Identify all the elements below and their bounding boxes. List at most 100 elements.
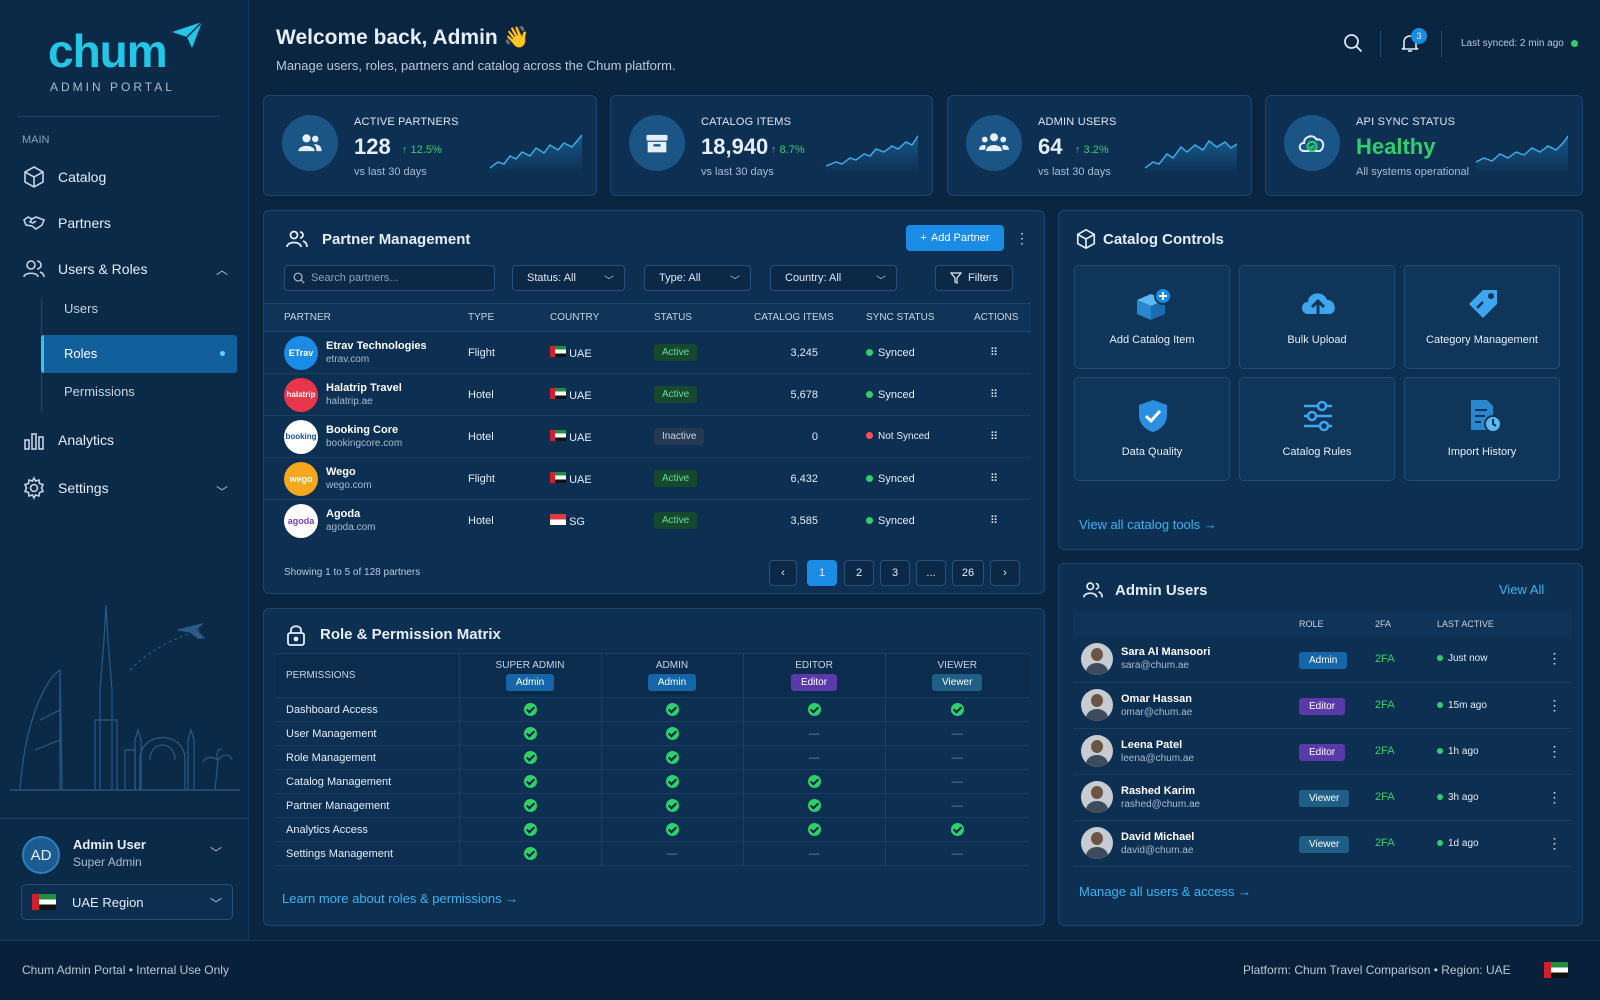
table-row[interactable]: Omar Hassan omar@chum.ae Editor 2FA 15m ago ⋮ [1073,682,1572,729]
table-row[interactable]: agoda Agoda agoda.com Hotel SG Active 3,58… [264,500,1031,542]
table-row[interactable]: booking Booking Core bookingcore.com Hotel… [264,415,1031,458]
table-row[interactable]: Leena Patel leena@chum.ae Editor 2FA 1h ago ⋮ [1073,728,1572,775]
stat-card-partners[interactable]: ACTIVE PARTNERS 128 ↑ 12.5% vs last 30 d… [263,95,597,196]
row-actions-icon[interactable]: ⠿ [954,415,1031,458]
permission-granted-icon[interactable] [458,817,601,842]
learn-more-link[interactable]: Learn more about roles & permissions → [282,891,518,906]
permission-granted-icon[interactable] [600,745,743,770]
region-select[interactable]: UAE Region ﹀ [21,884,233,920]
add-partner-button[interactable]: + Add Partner [906,225,1004,251]
nav-catalog[interactable]: Catalog [22,165,106,189]
permission-granted-icon[interactable] [458,745,601,770]
more-options-icon[interactable]: ⋮ [1537,636,1572,683]
permission-denied[interactable]: — [742,721,885,746]
more-options-icon[interactable]: ⋮ [1537,820,1572,867]
subnav-roles[interactable]: Roles [64,346,98,361]
more-options-icon[interactable]: ⋮ [1537,774,1572,821]
next-page-button[interactable]: › [990,560,1020,586]
country-filter[interactable]: Country: All ﹀ [770,265,897,291]
row-actions-icon[interactable]: ⠿ [954,373,1031,416]
row-actions-icon[interactable]: ⠿ [954,457,1031,500]
logo[interactable]: chum [48,28,168,74]
permission-granted-icon[interactable] [742,769,885,794]
search-icon[interactable] [1343,33,1363,53]
permission-denied[interactable]: — [884,721,1029,746]
permission-granted-icon[interactable] [884,697,1029,722]
permission-granted-icon[interactable] [742,817,885,842]
permission-denied[interactable]: — [884,793,1029,818]
filters-button[interactable]: Filters [935,265,1013,291]
category-management-tile[interactable]: Category Management [1404,265,1560,369]
import-history-tile[interactable]: Import History [1404,377,1560,481]
view-all-catalog-tools-link[interactable]: View all catalog tools → [1079,517,1217,532]
table-row[interactable]: ETrav Etrav Technologies etrav.com Flight … [264,331,1031,374]
page-button-2[interactable]: 2 [844,560,874,586]
type-filter[interactable]: Type: All ﹀ [644,265,751,291]
search-input[interactable]: Search partners... [284,265,495,291]
add-catalog-item-tile[interactable]: Add Catalog Item [1074,265,1230,369]
permission-granted-icon[interactable] [458,697,601,722]
column-header[interactable]: CATALOG ITEMS [734,303,846,332]
column-header[interactable]: COUNTRY [530,303,634,332]
permission-granted-icon[interactable] [600,769,743,794]
nav-settings[interactable]: Settings [22,476,109,500]
page-button-26[interactable]: 26 [952,560,984,586]
more-options-icon[interactable]: ⋮ [1537,682,1572,729]
permission-granted-icon[interactable] [742,697,885,722]
chevron-down-icon[interactable]: ﹀ [210,846,223,860]
stat-card-api-sync[interactable]: API SYNC STATUS Healthy All systems oper… [1265,95,1583,196]
permission-granted-icon[interactable] [600,721,743,746]
column-header[interactable]: 2FA [1375,612,1437,636]
data-quality-tile[interactable]: Data Quality [1074,377,1230,481]
permission-denied[interactable]: — [884,841,1029,866]
permission-denied[interactable]: — [884,769,1029,794]
table-row[interactable]: Sara Al Mansoori sara@chum.ae Admin 2FA Just… [1073,636,1572,683]
permission-granted-icon[interactable] [458,841,601,866]
row-actions-icon[interactable]: ⠿ [990,515,999,528]
column-header[interactable]: ROLE [1299,612,1375,636]
subnav-permissions[interactable]: Permissions [64,384,135,399]
permission-granted-icon[interactable] [884,817,1029,842]
nav-analytics[interactable]: Analytics [22,428,114,452]
bulk-upload-tile[interactable]: Bulk Upload [1239,265,1395,369]
stat-card-admins[interactable]: ADMIN USERS 64 ↑ 3.2% vs last 30 days [947,95,1252,196]
catalog-rules-tile[interactable]: Catalog Rules [1239,377,1395,481]
permission-granted-icon[interactable] [458,721,601,746]
prev-page-button[interactable]: ‹ [769,560,797,586]
more-options-icon[interactable]: ⋮ [1537,728,1572,775]
subnav-roles-active[interactable] [41,335,237,373]
permission-denied[interactable]: — [742,841,885,866]
table-row[interactable]: halatrip Halatrip Travel halatrip.ae Hotel… [264,373,1031,416]
column-header[interactable]: TYPE [448,303,530,332]
permission-granted-icon[interactable] [742,793,885,818]
column-header[interactable]: STATUS [634,303,734,332]
avatar[interactable]: AD [22,836,60,874]
page-button-3[interactable]: 3 [880,560,910,586]
chevron-down-icon[interactable]: ﹀ [216,485,229,499]
chevron-up-icon[interactable]: ︿ [216,263,229,277]
view-all-admins-link[interactable]: View All [1499,582,1545,597]
row-actions-icon[interactable]: ⠿ [954,331,1031,374]
permission-denied[interactable]: — [742,745,885,770]
permission-granted-icon[interactable] [600,817,743,842]
manage-users-link[interactable]: Manage all users & access → [1079,884,1251,899]
stat-card-catalog[interactable]: CATALOG ITEMS 18,940 ↑ 8.7% vs last 30 d… [610,95,933,196]
status-filter[interactable]: Status: All ﹀ [512,265,625,291]
column-header[interactable]: ACTIONS [954,303,1031,332]
more-options-icon[interactable]: ⋮ [1015,230,1029,246]
table-row[interactable]: Rashed Karim rashed@chum.ae Viewer 2FA 3h ag… [1073,774,1572,821]
subnav-users[interactable]: Users [64,301,98,316]
table-row[interactable]: David Michael david@chum.ae Viewer 2FA 1d ag… [1073,820,1572,867]
permission-denied[interactable]: — [884,745,1029,770]
permission-granted-icon[interactable] [458,793,601,818]
column-header[interactable]: LAST ACTIVE [1437,612,1537,636]
permission-granted-icon[interactable] [600,793,743,818]
table-row[interactable]: wego Wego wego.com Flight UAE Active 6,432… [264,457,1031,500]
nav-partners[interactable]: Partners [22,211,111,235]
column-header[interactable]: SYNC STATUS [846,303,954,332]
permission-granted-icon[interactable] [458,769,601,794]
permission-denied[interactable]: — [600,841,743,866]
column-header[interactable]: PARTNER [264,303,448,332]
permission-granted-icon[interactable] [600,697,743,722]
page-button-1[interactable]: 1 [807,560,837,586]
